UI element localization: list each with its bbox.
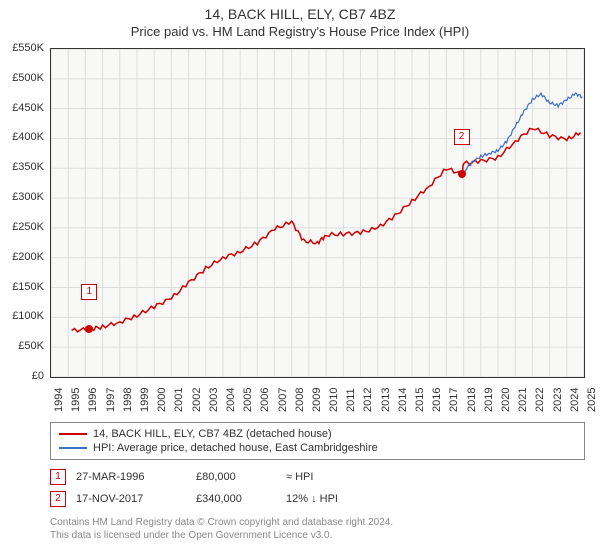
- legend: 14, BACK HILL, ELY, CB7 4BZ (detached ho…: [50, 422, 585, 460]
- x-tick-label: 2012: [362, 388, 374, 412]
- transaction-price: £80,000: [196, 471, 276, 483]
- x-tick-label: 2004: [225, 388, 237, 412]
- x-tick-label: 1999: [139, 388, 151, 412]
- x-tick-label: 2013: [380, 388, 392, 412]
- transaction-marker: 2: [454, 129, 470, 145]
- transactions-table: 1 27-MAR-1996 £80,000 ≈ HPI 2 17-NOV-2017 £340…: [50, 466, 585, 510]
- y-tick-label: £100K: [12, 310, 44, 322]
- transaction-note: 12% ↓ HPI: [286, 493, 396, 505]
- legend-swatch: [59, 433, 87, 435]
- x-tick-label: 1997: [105, 388, 117, 412]
- y-tick-label: £150K: [12, 281, 44, 293]
- transaction-price: £340,000: [196, 493, 276, 505]
- plot-area: 12: [50, 48, 585, 378]
- y-tick-label: £550K: [12, 42, 44, 54]
- transaction-dot: [458, 170, 466, 178]
- x-tick-label: 2021: [517, 388, 529, 412]
- legend-label: HPI: Average price, detached house, East…: [93, 442, 378, 454]
- transaction-date: 27-MAR-1996: [76, 471, 186, 483]
- x-tick-label: 1998: [122, 388, 134, 412]
- transaction-row: 1 27-MAR-1996 £80,000 ≈ HPI: [50, 466, 585, 488]
- legend-item: HPI: Average price, detached house, East…: [59, 441, 576, 455]
- y-tick-label: £0: [32, 370, 44, 382]
- x-tick-label: 2008: [294, 388, 306, 412]
- transaction-marker: 1: [81, 284, 97, 300]
- transaction-id-badge: 1: [50, 469, 66, 485]
- x-tick-label: 2016: [431, 388, 443, 412]
- legend-label: 14, BACK HILL, ELY, CB7 4BZ (detached ho…: [93, 428, 332, 440]
- x-tick-label: 2009: [311, 388, 323, 412]
- x-tick-label: 2011: [345, 388, 357, 412]
- x-tick-label: 2019: [483, 388, 495, 412]
- x-tick-label: 2020: [500, 388, 512, 412]
- x-tick-label: 2024: [569, 388, 581, 412]
- legend-item: 14, BACK HILL, ELY, CB7 4BZ (detached ho…: [59, 427, 576, 441]
- x-axis-labels: 1994 1995 1996 1997 1998 1999 2000 2001 2002 2003…: [50, 382, 585, 422]
- x-tick-label: 2003: [208, 388, 220, 412]
- x-tick-label: 2002: [191, 388, 203, 412]
- x-tick-label: 2000: [156, 388, 168, 412]
- footnote: Contains HM Land Registry data © Crown c…: [50, 516, 585, 542]
- legend-swatch: [59, 447, 87, 449]
- y-tick-label: £500K: [12, 72, 44, 84]
- footnote-line-2: This data is licensed under the Open Gov…: [50, 529, 585, 542]
- y-axis-labels: £0£50K£100K£150K£200K£250K£300K£350K£400…: [0, 48, 48, 378]
- x-tick-label: 2010: [328, 388, 340, 412]
- chart-title: 14, BACK HILL, ELY, CB7 4BZ: [0, 0, 600, 22]
- x-tick-label: 2023: [552, 388, 564, 412]
- x-tick-label: 1996: [87, 388, 99, 412]
- x-tick-label: 2001: [173, 388, 185, 412]
- x-tick-label: 2006: [259, 388, 271, 412]
- x-tick-label: 2014: [397, 388, 409, 412]
- chart-subtitle: Price paid vs. HM Land Registry's House …: [0, 22, 600, 43]
- transaction-id-badge: 2: [50, 491, 66, 507]
- y-tick-label: £50K: [18, 340, 44, 352]
- y-tick-label: £450K: [12, 102, 44, 114]
- y-tick-label: £200K: [12, 251, 44, 263]
- x-tick-label: 2015: [414, 388, 426, 412]
- x-tick-label: 2022: [534, 388, 546, 412]
- chart-svg: [51, 49, 584, 377]
- transaction-dot: [85, 325, 93, 333]
- x-tick-label: 2018: [466, 388, 478, 412]
- x-tick-label: 2025: [586, 388, 598, 412]
- transaction-date: 17-NOV-2017: [76, 493, 186, 505]
- footnote-line-1: Contains HM Land Registry data © Crown c…: [50, 516, 585, 529]
- x-tick-label: 2007: [277, 388, 289, 412]
- y-tick-label: £350K: [12, 161, 44, 173]
- x-tick-label: 1994: [53, 388, 65, 412]
- y-tick-label: £300K: [12, 191, 44, 203]
- y-tick-label: £250K: [12, 221, 44, 233]
- x-tick-label: 2005: [242, 388, 254, 412]
- x-tick-label: 1995: [70, 388, 82, 412]
- transaction-note: ≈ HPI: [286, 471, 396, 483]
- x-tick-label: 2017: [448, 388, 460, 412]
- y-tick-label: £400K: [12, 131, 44, 143]
- chart-container: 14, BACK HILL, ELY, CB7 4BZ Price paid v…: [0, 0, 600, 560]
- transaction-row: 2 17-NOV-2017 £340,000 12% ↓ HPI: [50, 488, 585, 510]
